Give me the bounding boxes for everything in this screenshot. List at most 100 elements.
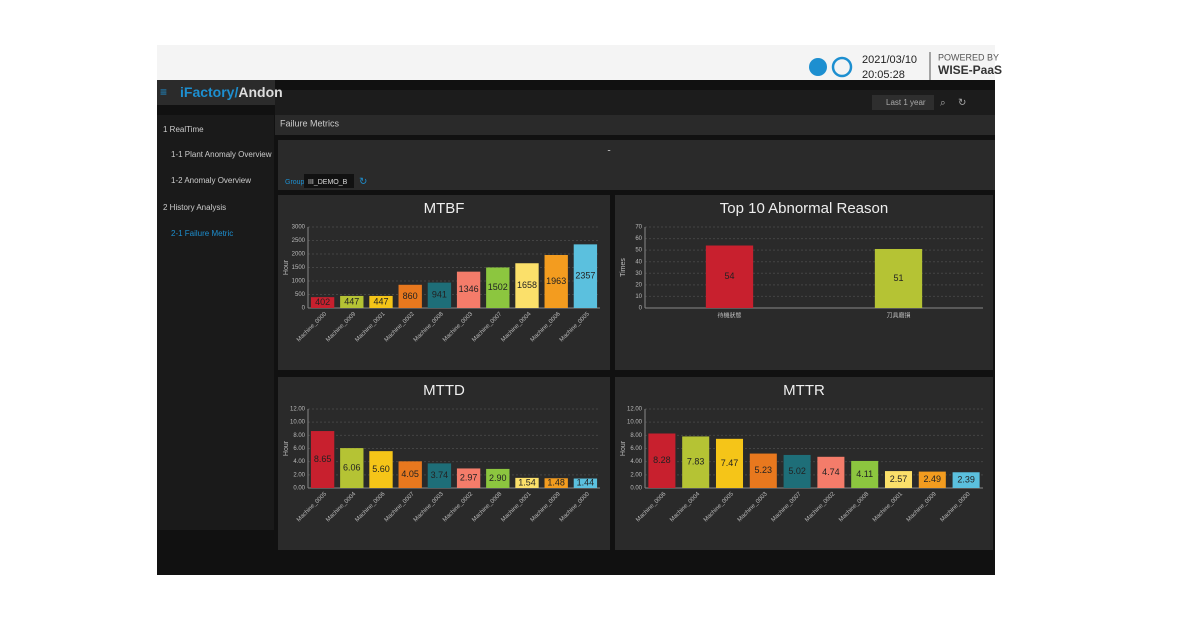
subtitle: - — [607, 146, 610, 157]
bar — [851, 460, 879, 488]
bar — [515, 477, 539, 488]
time: 20:05:28 — [862, 69, 905, 81]
y-tick-label: 500 — [295, 292, 306, 298]
bar — [515, 263, 539, 308]
chart-panel — [615, 195, 993, 370]
nav-item[interactable]: 2 History Analysis — [163, 203, 226, 212]
refresh-icon[interactable]: ↻ — [958, 98, 966, 109]
value-label: 7.83 — [687, 457, 705, 467]
y-axis-label: Times — [620, 258, 627, 277]
page-header — [275, 115, 995, 135]
y-tick-label: 60 — [635, 236, 642, 242]
value-label: 4.05 — [401, 469, 419, 479]
bar — [573, 244, 598, 308]
y-tick-label: 2000 — [292, 252, 306, 258]
value-label: 1.48 — [547, 478, 565, 488]
bar — [544, 478, 568, 488]
brand: WISE-PaaS — [938, 63, 1002, 77]
nav-item[interactable]: 1 RealTime — [163, 125, 204, 134]
logo-bar — [157, 80, 275, 105]
x-tick-label: 待機狀態 — [717, 312, 741, 320]
bar — [817, 456, 845, 488]
y-tick-label: 6.00 — [293, 446, 305, 452]
y-tick-label: 12.00 — [290, 407, 306, 413]
group-refresh[interactable]: ↻ — [359, 177, 367, 188]
y-tick-label: 50 — [635, 248, 642, 254]
value-label: 2357 — [575, 271, 595, 281]
nav-item[interactable]: 2-1 Failure Metric — [171, 229, 233, 238]
bar — [340, 295, 364, 308]
value-label: 2.49 — [924, 474, 942, 484]
value-label: 4.11 — [856, 469, 873, 479]
y-tick-label: 40 — [635, 259, 642, 265]
menu-icon[interactable]: ≡ — [160, 85, 167, 99]
bar — [427, 282, 452, 308]
y-tick-label: 2.00 — [630, 472, 642, 478]
user-icon[interactable] — [831, 56, 853, 78]
value-label: 402 — [315, 297, 330, 307]
bar — [715, 438, 744, 488]
y-tick-label: 0 — [639, 306, 643, 312]
value-label: 7.47 — [721, 458, 739, 468]
zoom-icon[interactable]: ⌕ — [940, 98, 946, 109]
bar — [544, 254, 568, 308]
logo: iFactory/Andon — [180, 84, 283, 100]
y-tick-label: 3000 — [292, 225, 306, 231]
filter-panel — [278, 140, 995, 190]
bar — [884, 471, 913, 488]
y-tick-label: 70 — [635, 225, 642, 231]
bar — [682, 436, 710, 488]
value-label: 1502 — [488, 282, 508, 292]
y-tick-label: 4.00 — [293, 459, 305, 465]
y-axis-label: Hour — [283, 259, 290, 275]
group-label: Group — [285, 179, 305, 186]
logo-part: Andon — [238, 84, 282, 100]
page-title: Failure Metrics — [280, 118, 340, 128]
y-tick-label: 10.00 — [290, 420, 306, 426]
value-label: 6.06 — [343, 462, 361, 472]
group-select[interactable] — [304, 174, 354, 188]
nav-item[interactable]: 1-1 Plant Anomaly Overview — [171, 150, 272, 159]
bar — [918, 471, 946, 488]
bar — [310, 297, 335, 308]
value-label: 5.02 — [788, 466, 806, 476]
y-axis-label: Hour — [620, 440, 627, 456]
chart-title: Top 10 Abnormal Reason — [720, 200, 888, 217]
bar — [705, 245, 754, 308]
value-label: 5.60 — [372, 464, 390, 474]
value-label: 2.57 — [890, 474, 908, 484]
bar — [749, 453, 777, 488]
chart-title: MTTD — [423, 382, 465, 399]
value-label: 51 — [893, 273, 903, 283]
value-label: 54 — [724, 271, 734, 281]
bar — [398, 284, 422, 308]
bar — [369, 451, 393, 488]
chart-title: MTBF — [424, 200, 465, 217]
value-label: 447 — [373, 296, 388, 306]
y-axis-label: Hour — [283, 440, 290, 456]
y-tick-label: 1500 — [292, 265, 306, 271]
y-tick-label: 1000 — [292, 279, 306, 285]
bar — [783, 454, 811, 488]
y-tick-label: 8.00 — [293, 433, 305, 439]
bar — [340, 448, 364, 488]
group-value: III_DEMO_B — [308, 179, 348, 186]
value-label: 941 — [432, 290, 447, 300]
value-label: 1963 — [546, 276, 566, 286]
value-label: 447 — [344, 296, 359, 306]
value-label: 1658 — [517, 280, 537, 290]
value-label: 1.54 — [518, 477, 536, 487]
date: 2021/03/10 — [862, 54, 917, 66]
y-tick-label: 20 — [635, 282, 642, 288]
bar — [427, 463, 452, 488]
range-button[interactable] — [872, 95, 934, 110]
y-tick-label: 2.00 — [293, 472, 305, 478]
bar — [486, 468, 510, 488]
sidebar — [157, 115, 274, 530]
bar — [486, 267, 510, 308]
value-label: 1346 — [459, 284, 479, 294]
globe-icon[interactable] — [809, 58, 827, 76]
value-label: 2.97 — [460, 473, 478, 483]
nav-item[interactable]: 1-2 Anomaly Overview — [171, 176, 251, 185]
